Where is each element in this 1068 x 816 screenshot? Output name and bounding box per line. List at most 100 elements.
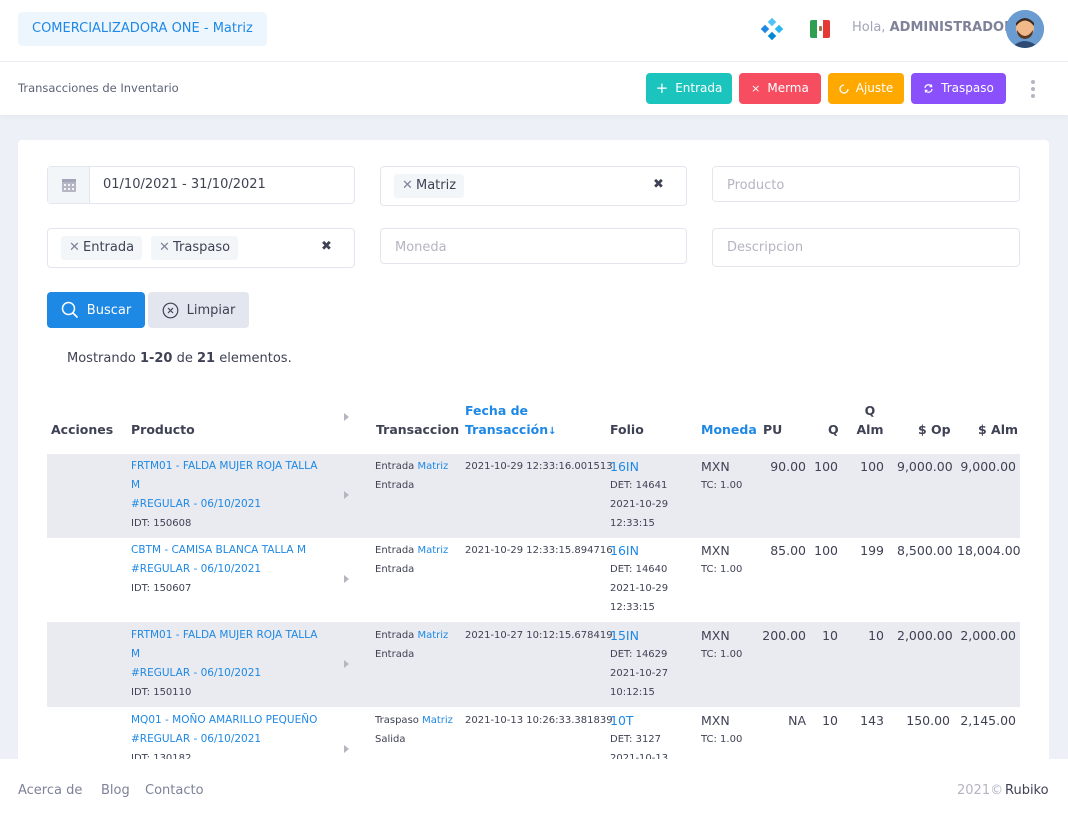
avatar[interactable] bbox=[1006, 10, 1044, 48]
product-line1: FRTM01 - FALDA MUJER ROJA TALLA bbox=[131, 460, 318, 472]
op-value: 8,500.00 bbox=[897, 543, 953, 558]
table-row[interactable]: FRTM01 - FALDA MUJER ROJA TALLA M #REGUL… bbox=[47, 622, 1020, 707]
table-row[interactable]: CBTM - CAMISA BLANCA TALLA M #REGULAR - … bbox=[47, 538, 1021, 622]
product-link[interactable]: MQ01 - MOÑO AMARILLO PEQUEÑO #REGULAR - … bbox=[131, 711, 317, 749]
product-link[interactable]: CBTM - CAMISA BLANCA TALLA M #REGULAR - … bbox=[131, 541, 306, 579]
table-row[interactable]: FRTM01 - FALDA MUJER ROJA TALLA M #REGUL… bbox=[47, 454, 1020, 538]
limpiar-button[interactable]: Limpiar bbox=[148, 292, 249, 328]
mexico-flag-icon[interactable] bbox=[810, 20, 830, 38]
alm-value: 2,145.00 bbox=[960, 713, 1016, 728]
tipo-chip-entrada[interactable]: ✕ Entrada bbox=[61, 236, 143, 260]
folio-det: DET: 3127 bbox=[610, 734, 662, 745]
producto-placeholder: Producto bbox=[727, 178, 785, 193]
clear-icon[interactable]: ✖ bbox=[653, 177, 664, 192]
product-link[interactable]: FRTM01 - FALDA MUJER ROJA TALLA M #REGUL… bbox=[131, 626, 317, 683]
folio-link[interactable]: 16IN bbox=[610, 459, 639, 474]
summary-middle: de bbox=[176, 351, 193, 366]
folio-link[interactable]: 10T bbox=[610, 713, 634, 728]
folio-link[interactable]: 16IN bbox=[610, 543, 639, 558]
caret-right-icon[interactable] bbox=[344, 413, 349, 421]
footer: Acerca de Blog Contacto 2021© Rubiko bbox=[0, 759, 1068, 816]
company-selector[interactable]: COMERCIALIZADORA ONE - Matriz bbox=[18, 12, 267, 46]
trans-almacen-link[interactable]: Matriz bbox=[417, 630, 449, 641]
caret-right-icon[interactable] bbox=[344, 660, 349, 668]
col-producto[interactable]: Producto bbox=[131, 422, 195, 437]
tc-value: TC: 1.00 bbox=[701, 734, 743, 745]
col-q-alm: Q Alm bbox=[856, 401, 884, 439]
product-tag: #REGULAR - 06/10/2021 bbox=[131, 667, 262, 679]
date-range-value: 01/10/2021 - 31/10/2021 bbox=[103, 177, 266, 192]
subheader: Transacciones de Inventario + Entrada × … bbox=[0, 62, 1068, 115]
ajuste-button[interactable]: Ajuste bbox=[828, 73, 904, 104]
tipo-chip-traspaso[interactable]: ✕ Traspaso bbox=[151, 236, 239, 260]
trans-almacen-link[interactable]: Matriz bbox=[417, 545, 449, 556]
moneda-input[interactable]: Moneda bbox=[380, 228, 687, 264]
op-value: 150.00 bbox=[906, 713, 950, 728]
producto-input[interactable]: Producto bbox=[712, 166, 1020, 202]
folio-date: 2021-10-13 bbox=[610, 749, 668, 768]
descripcion-input[interactable]: Descripcion bbox=[712, 228, 1020, 267]
pu-value: 90.00 bbox=[770, 459, 806, 474]
col-moneda[interactable]: Moneda bbox=[701, 422, 757, 437]
clear-icon[interactable]: ✖ bbox=[321, 239, 332, 254]
caret-right-icon[interactable] bbox=[344, 575, 349, 583]
traspaso-button[interactable]: Traspaso bbox=[911, 73, 1006, 104]
transaction-cell: Traspaso Matriz Salida bbox=[375, 711, 453, 749]
sort-icon[interactable]: ↓ bbox=[548, 426, 557, 437]
user-name: ADMINISTRADOR bbox=[889, 20, 1015, 35]
trans-almacen-link[interactable]: Matriz bbox=[417, 461, 449, 472]
col-q: Q bbox=[828, 422, 839, 437]
col-fecha-text: Transacción bbox=[465, 422, 549, 437]
footer-link-contacto[interactable]: Contacto bbox=[145, 783, 204, 798]
calendar-icon bbox=[61, 179, 76, 192]
almacen-select[interactable]: ✕ Matriz ✖ bbox=[380, 166, 687, 206]
folio-link[interactable]: 15IN bbox=[610, 628, 639, 643]
col-q-alm-line2: Alm bbox=[856, 422, 884, 437]
col-fecha-line2: Transacción↓ bbox=[465, 420, 557, 441]
transaction-cell: Entrada Matriz Entrada bbox=[375, 626, 448, 664]
product-link[interactable]: FRTM01 - FALDA MUJER ROJA TALLA M #REGUL… bbox=[131, 457, 317, 514]
folio-date: 2021-10-29 bbox=[610, 499, 669, 510]
chip-remove-icon[interactable]: ✕ bbox=[402, 178, 413, 193]
col-alm: $ Alm bbox=[978, 422, 1019, 437]
more-options-icon[interactable] bbox=[1028, 80, 1038, 98]
date-addon[interactable] bbox=[48, 167, 90, 203]
chip-remove-icon[interactable]: ✕ bbox=[69, 240, 80, 255]
avatar-illustration bbox=[1006, 10, 1044, 48]
footer-link-acerca[interactable]: Acerca de bbox=[18, 783, 83, 798]
date-range-field[interactable]: 01/10/2021 - 31/10/2021 bbox=[47, 166, 355, 204]
traspaso-label: Traspaso bbox=[941, 81, 994, 95]
footer-brand-link[interactable]: Rubiko bbox=[1005, 783, 1049, 798]
folio-date: 2021-10-27 bbox=[610, 668, 669, 679]
product-line1: CBTM - CAMISA BLANCA TALLA M bbox=[131, 544, 307, 556]
descripcion-placeholder: Descripcion bbox=[727, 240, 804, 255]
moneda-value: MXN bbox=[701, 628, 730, 643]
trans-type: Entrada bbox=[375, 545, 415, 556]
caret-right-icon[interactable] bbox=[344, 745, 349, 753]
product-line2: M bbox=[131, 648, 141, 660]
col-transaccion: Transaccion bbox=[376, 422, 460, 437]
trans-almacen-link[interactable]: Matriz bbox=[422, 715, 453, 726]
q-value: 10 bbox=[822, 628, 838, 643]
table-row[interactable]: MQ01 - MOÑO AMARILLO PEQUEÑO #REGULAR - … bbox=[47, 707, 1020, 780]
tipo-select[interactable]: ✕ Entrada ✕ Traspaso ✖ bbox=[47, 228, 355, 268]
caret-right-icon[interactable] bbox=[344, 491, 349, 499]
transaction-cell: Entrada Matriz Entrada bbox=[375, 541, 448, 579]
entrada-button[interactable]: + Entrada bbox=[646, 73, 732, 104]
trans-type: Entrada bbox=[375, 461, 415, 472]
chip-remove-icon[interactable]: ✕ bbox=[159, 240, 170, 255]
col-pu: PU bbox=[763, 422, 783, 437]
transaction-cell: Entrada Matriz Entrada bbox=[375, 457, 448, 495]
footer-link-blog[interactable]: Blog bbox=[101, 783, 130, 798]
alm-value: 9,000.00 bbox=[960, 459, 1016, 474]
buscar-button[interactable]: Buscar bbox=[47, 292, 145, 328]
col-fecha[interactable]: Fecha de Transacción↓ bbox=[465, 401, 557, 441]
folio-date: 2021-10-29 bbox=[610, 583, 669, 594]
product-tag: #REGULAR - 06/10/2021 bbox=[131, 563, 262, 575]
user-greeting[interactable]: Hola, ADMINISTRADOR bbox=[852, 20, 1014, 35]
fecha-value: 2021-10-29 12:33:16.001513 bbox=[465, 461, 613, 472]
merma-button[interactable]: × Merma bbox=[739, 73, 821, 104]
almacen-chip[interactable]: ✕ Matriz bbox=[394, 174, 465, 198]
trans-subtype: Entrada bbox=[375, 480, 415, 491]
results-summary: Mostrando 1-20 de 21 elementos. bbox=[67, 351, 292, 366]
